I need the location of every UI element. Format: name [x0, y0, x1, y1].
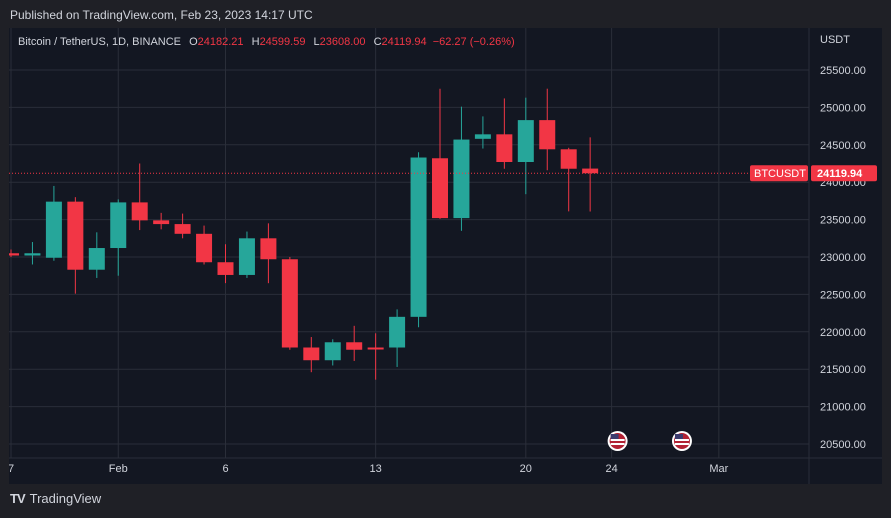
candle-body[interactable] — [131, 202, 148, 221]
candle-body[interactable] — [238, 238, 255, 275]
price-axis-unit[interactable]: USDT — [820, 34, 850, 46]
y-tick-label: 22000.00 — [820, 327, 866, 339]
candle-body[interactable] — [110, 202, 127, 249]
tradingview-logo-icon: TV — [10, 491, 26, 506]
y-tick-label: 25000.00 — [820, 102, 866, 114]
candle-body[interactable] — [174, 224, 191, 234]
candle-body[interactable] — [346, 342, 363, 350]
high-label: H — [251, 36, 260, 48]
symbol-title[interactable]: Bitcoin / TetherUS, 1D, BINANCE — [18, 36, 182, 48]
change-value: −62.27 (−0.26%) — [432, 36, 515, 48]
symbol-tag-label: BTCUSDT — [754, 168, 806, 180]
candle-body[interactable] — [496, 134, 513, 163]
candle-body[interactable] — [453, 139, 470, 219]
y-tick-label: 23500.00 — [820, 215, 866, 227]
chart-area[interactable]: 20500.00 21000.00 21500.00 22000.00 22500.00… — [9, 28, 882, 484]
x-tick-label: Mar — [709, 463, 728, 475]
open-label: O — [189, 36, 198, 48]
x-tick-label: 20 — [520, 463, 532, 475]
last-price-tag-label: 24119.94 — [817, 168, 863, 180]
candle-body[interactable] — [410, 157, 427, 317]
candle-body[interactable] — [560, 149, 577, 169]
price-chart-svg[interactable]: 20500.00 21000.00 21500.00 22000.00 22500.00… — [9, 28, 882, 484]
x-tick-label: 13 — [370, 463, 382, 475]
y-tick-label: 23000.00 — [820, 252, 866, 264]
open-value: 24182.21 — [197, 36, 244, 48]
x-tick-label: Feb — [109, 463, 128, 475]
candle-body[interactable] — [260, 238, 277, 260]
y-tick-label: 24500.00 — [820, 140, 866, 152]
x-tick-label: 6 — [222, 463, 228, 475]
high-value: 24599.59 — [259, 36, 306, 48]
candle-body[interactable] — [582, 168, 599, 174]
candle-body[interactable] — [45, 201, 62, 258]
x-tick-label: 7 — [9, 463, 14, 475]
y-tick-label: 20500.00 — [820, 439, 866, 451]
y-tick-label: 21500.00 — [820, 364, 866, 376]
candle-body[interactable] — [281, 259, 298, 348]
candle-body[interactable] — [367, 347, 384, 350]
us-flag-icon[interactable] — [671, 431, 692, 451]
tradingview-footer[interactable]: TV TradingView — [10, 491, 101, 506]
us-flag-icon[interactable] — [607, 431, 628, 451]
candle-body[interactable] — [517, 120, 534, 163]
candle-body[interactable] — [432, 158, 448, 219]
low-value: 23608.00 — [319, 36, 366, 48]
y-tick-label: 21000.00 — [820, 402, 866, 414]
candle-body[interactable] — [539, 120, 556, 150]
symbol-legend: Bitcoin / TetherUS, 1D, BINANCE O24182.2… — [18, 36, 515, 48]
candle-body[interactable] — [67, 201, 84, 270]
last-price-tag-bg — [811, 165, 877, 182]
close-label: C — [373, 36, 382, 48]
candle-body[interactable] — [196, 233, 213, 263]
close-value: 24119.94 — [381, 36, 427, 48]
candle-body[interactable] — [88, 248, 105, 270]
x-tick-label: 24 — [605, 463, 617, 475]
candle-body[interactable] — [217, 262, 234, 275]
y-tick-label: 25500.00 — [820, 65, 866, 77]
candle-body[interactable] — [474, 134, 491, 139]
candle-body[interactable] — [9, 253, 19, 256]
published-caption: Published on TradingView.com, Feb 23, 20… — [10, 8, 313, 22]
candle-body[interactable] — [324, 342, 341, 361]
low-label: L — [313, 36, 320, 48]
symbol-tag-bg — [750, 165, 808, 182]
candle-body[interactable] — [24, 253, 41, 256]
candle-body[interactable] — [389, 316, 406, 348]
candle-body[interactable] — [303, 347, 320, 361]
tradingview-brand: TradingView — [29, 491, 102, 506]
y-tick-label: 22500.00 — [820, 289, 866, 301]
candle-body[interactable] — [153, 220, 170, 225]
